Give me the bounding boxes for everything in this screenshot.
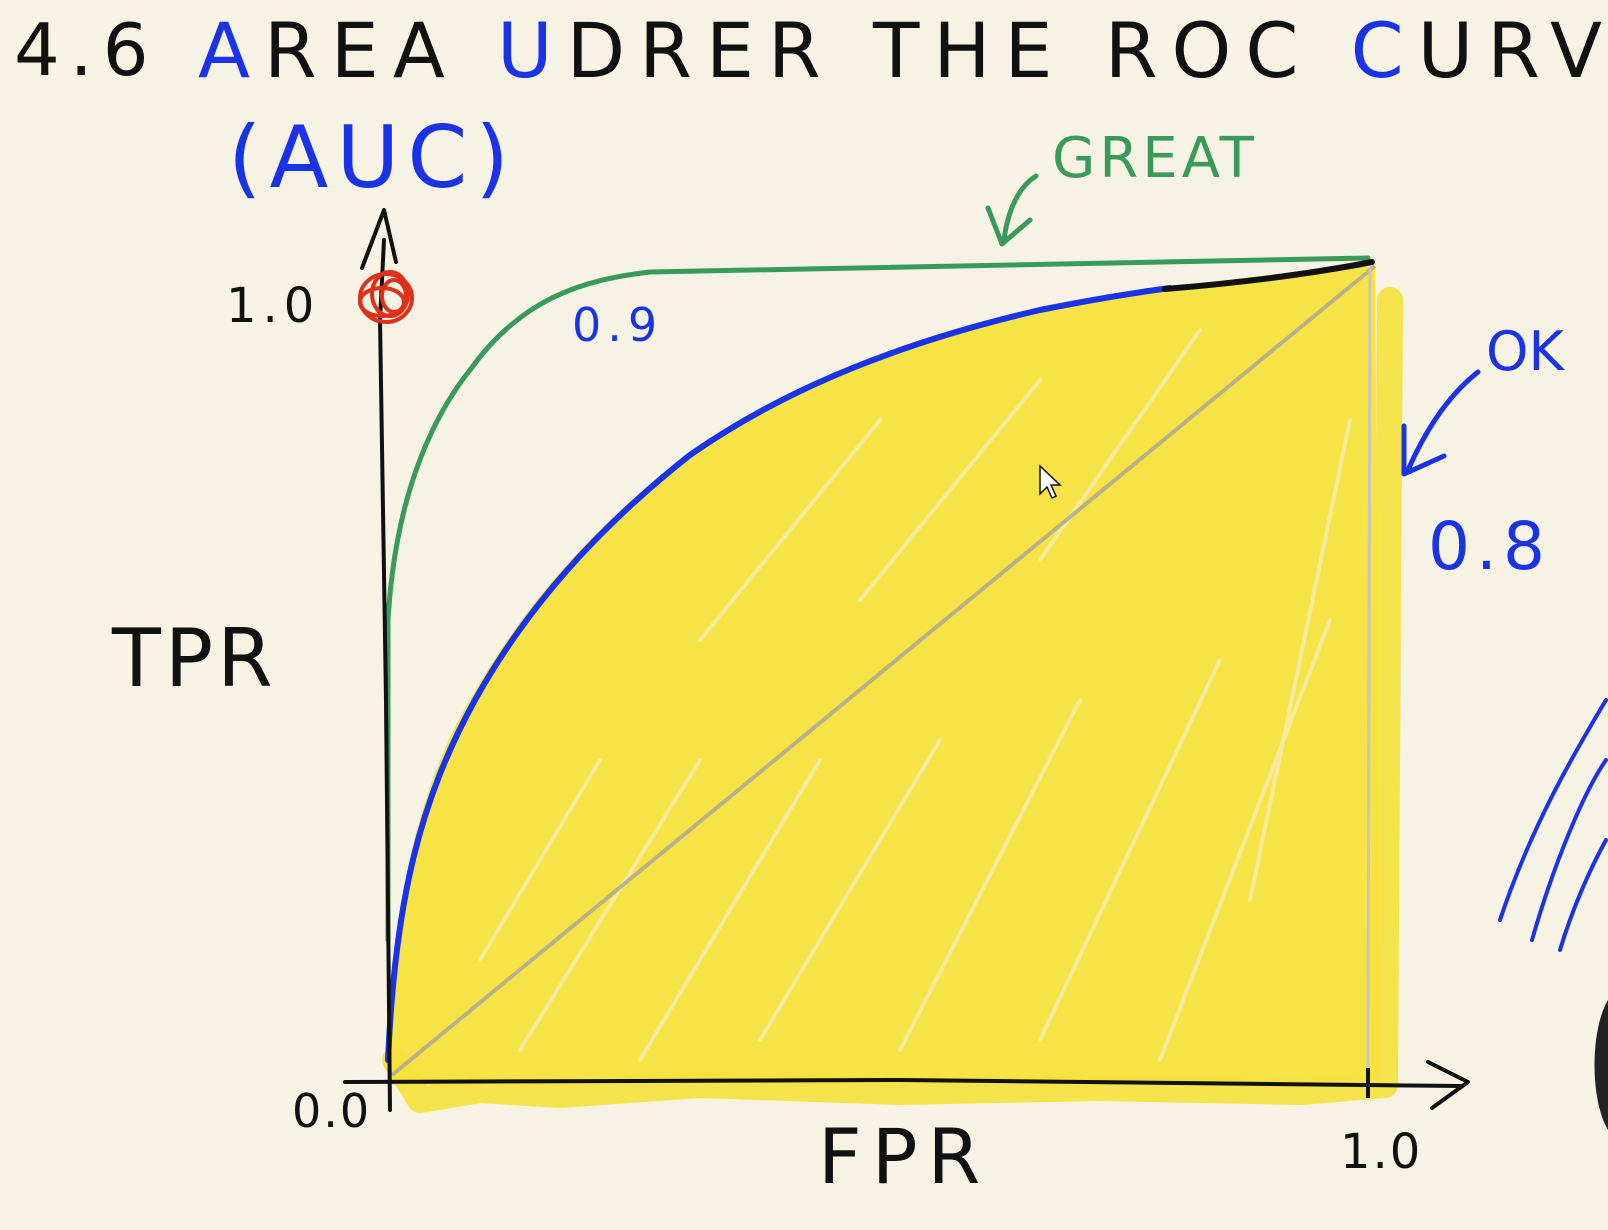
y-axis	[360, 208, 398, 1112]
x-axis	[343, 1060, 1470, 1110]
right-edge-blue-strokes	[1498, 698, 1608, 952]
auc-shaded-area	[388, 266, 1380, 1085]
title-word-nder: DRER	[566, 6, 835, 95]
great-label: GREAT	[1052, 126, 1258, 191]
x-tick-right: 1.0	[1340, 1124, 1423, 1180]
perfect-point-red-scribble	[358, 270, 414, 324]
auc-abbreviation: (AUC)	[228, 108, 517, 208]
ok-label: OK	[1486, 320, 1564, 383]
great-auc-value: 0.9	[572, 298, 664, 352]
page-title: AREA UDRER THE ROC CURVE	[198, 6, 1608, 95]
title-letter-u: U	[497, 6, 567, 95]
origin-label: 0.0	[292, 1084, 372, 1138]
title-word-rea: REA	[264, 6, 459, 95]
ok-auc-value: 0.8	[1428, 508, 1551, 585]
great-roc-curve	[385, 255, 1371, 943]
x-axis-label: FPR	[818, 1112, 991, 1201]
title-word-urve: URVE	[1417, 6, 1608, 95]
title-words-the-roc: THE ROC	[872, 6, 1313, 95]
edge-dark-object	[1594, 1000, 1608, 1130]
roc-curve-top-segment	[1162, 259, 1375, 292]
y-axis-label: TPR	[112, 612, 277, 705]
mouse-cursor-icon	[1039, 464, 1062, 500]
random-classifier-diagonal	[390, 264, 1377, 1077]
great-arrow	[985, 173, 1039, 247]
ok-arrow	[1401, 369, 1481, 477]
auc-scribble-edge	[382, 287, 1403, 1113]
section-number: 4.6	[14, 8, 159, 92]
fpr-one-vertical-line	[1366, 267, 1372, 1081]
y-tick-top: 1.0	[226, 278, 321, 334]
title-letter-a: A	[198, 6, 264, 95]
ok-roc-curve	[385, 285, 1173, 1063]
title-letter-c: C	[1350, 6, 1418, 95]
scribble-streaks	[478, 328, 1352, 1062]
